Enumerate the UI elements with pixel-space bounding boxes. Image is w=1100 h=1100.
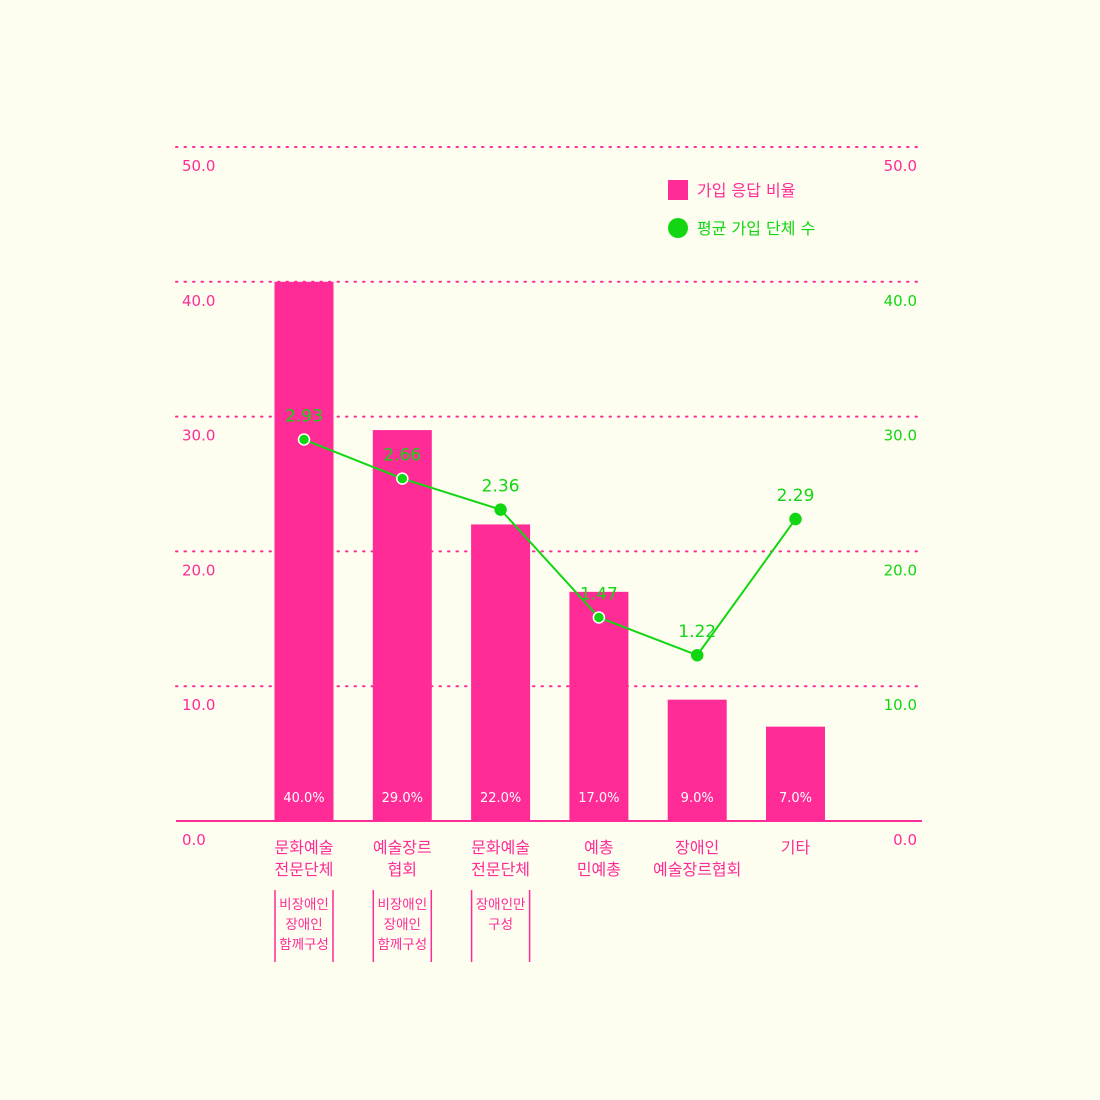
category-label: 예술장르	[373, 838, 432, 857]
bar-value-label: 40.0%	[283, 791, 324, 806]
legend-label: 평균 가입 단체 수	[697, 219, 815, 238]
legend-swatch-circle	[668, 218, 688, 238]
line-series: 2.93 2.66 2.36 1.47 1.22 2.29	[285, 407, 815, 662]
category-label: 문화예술	[471, 838, 530, 857]
category-note: 장애인	[384, 917, 421, 933]
line-point	[690, 648, 704, 662]
bar-value-label: 17.0%	[578, 791, 619, 806]
y-tick-label-right: 30.0	[884, 427, 917, 445]
y-tick-label-left: 50.0	[182, 157, 215, 175]
line-point	[494, 503, 507, 516]
legend-label: 가입 응답 비율	[697, 181, 796, 200]
category-label: 예총	[584, 838, 613, 857]
bar-value-label: 22.0%	[480, 791, 521, 806]
category-label: 장애인	[675, 838, 719, 857]
category-note: 비장애인	[377, 897, 427, 913]
y-tick-label-left: 20.0	[182, 561, 215, 579]
y-tick-label-left: 40.0	[182, 292, 215, 310]
bar-value-label: 7.0%	[779, 791, 812, 806]
y-tick-label-right: 20.0	[884, 561, 917, 579]
bar	[274, 281, 334, 821]
line-value-label: 1.22	[678, 622, 716, 642]
y-tick-label-left: 10.0	[182, 696, 215, 714]
bar	[667, 699, 727, 821]
y-tick-label-right: 10.0	[884, 696, 917, 714]
category-label: 예술장르협회	[653, 860, 741, 879]
bar	[471, 524, 531, 821]
bar	[569, 591, 629, 821]
line-point	[396, 472, 409, 485]
line-value-label: 2.93	[285, 407, 323, 427]
grid-lines	[175, 146, 923, 688]
category-label: 전문단체	[275, 860, 334, 879]
category-label: 민예총	[577, 860, 621, 879]
y-tick-label-left: 0.0	[182, 831, 206, 849]
line-value-label: 1.47	[580, 584, 618, 604]
category-label: 협회	[388, 860, 417, 879]
y-tick-label-left: 30.0	[182, 427, 215, 445]
y-tick-label-right: 0.0	[893, 831, 917, 849]
category-note: 비장애인	[279, 897, 329, 913]
category-note: 구성	[488, 917, 513, 933]
line-point	[592, 611, 606, 624]
bar	[372, 430, 432, 821]
line-path	[303, 438, 797, 657]
legend-swatch-square	[668, 180, 688, 200]
category-label: 기타	[781, 838, 811, 857]
category-note: 장애인만	[476, 897, 526, 913]
y-tick-label-right: 50.0	[884, 157, 917, 175]
bar	[766, 726, 825, 821]
bar-series: 40.0% 29.0% 22.0% 17.0% 9.0% 7.0%	[274, 281, 825, 821]
category-note: 장애인	[285, 917, 322, 933]
line-value-label: 2.29	[777, 486, 815, 506]
category-note: 함께구성	[279, 937, 329, 953]
axes: 0.0 0.0 10.0 10.0 20.0 20.0 30.0 30.0 40.0 40.0 50…	[176, 157, 922, 849]
line-point	[297, 433, 311, 446]
line-value-label: 2.66	[383, 446, 421, 466]
category-label: 문화예술	[275, 838, 334, 857]
category-label: 전문단체	[471, 860, 530, 879]
bar-value-label: 29.0%	[382, 791, 423, 806]
line-value-label: 2.36	[482, 477, 520, 497]
category-labels: 문화예술전문단체비장애인장애인함께구성예술장르협회비장애인장애인함께구성문화예술…	[274, 838, 811, 962]
y-tick-label-right: 40.0	[884, 292, 917, 310]
bar-value-label: 9.0%	[681, 791, 714, 806]
category-note: 함께구성	[377, 937, 427, 953]
line-point	[789, 512, 802, 526]
